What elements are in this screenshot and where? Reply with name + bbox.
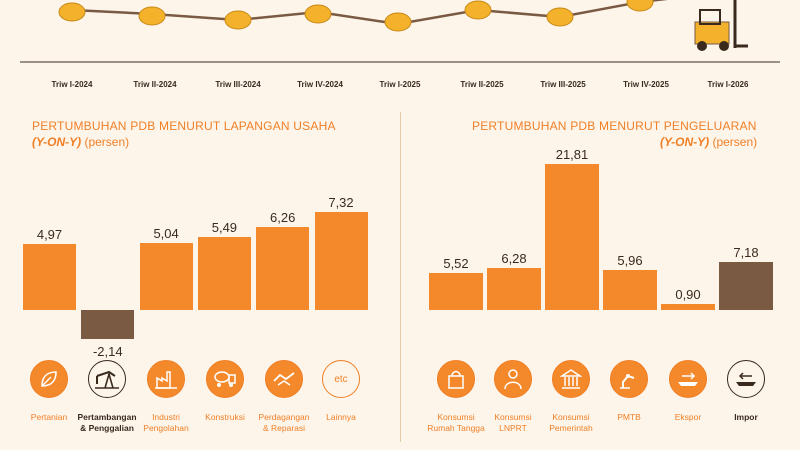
category-label: Impor	[711, 412, 781, 423]
category-label-line: Pemerintah	[549, 423, 593, 433]
import-ship-icon	[727, 360, 765, 398]
bar	[139, 242, 193, 310]
yoy-label: (Y-ON-Y)	[660, 135, 710, 149]
category-label-line: Perdagangan	[258, 412, 310, 422]
category-label: Pertambangan & Penggalian	[72, 412, 142, 434]
category-label-line: PMTB	[617, 412, 641, 422]
category-label-line: LNPRT	[499, 423, 527, 433]
unit-label: (persen)	[709, 135, 758, 149]
quarter-label: Triw I-2026	[707, 80, 749, 89]
value-label: 6,26	[270, 209, 296, 225]
value-label: 7,18	[733, 244, 759, 260]
category-label-line: Pengolahan	[143, 423, 189, 433]
quarter-label: Triw I-2025	[379, 80, 421, 89]
category-label-line: Konsumsi	[437, 412, 475, 422]
category-label: Konsumsi Rumah Tangga	[421, 412, 491, 434]
timeline-coins-graphic	[20, 0, 780, 63]
bar	[197, 236, 251, 310]
category-label-line: Konstruksi	[205, 412, 245, 422]
cement-truck-icon	[206, 360, 244, 398]
category-label: Konsumsi LNPRT	[478, 412, 548, 434]
category-label: Industri Pengolahan	[131, 412, 201, 434]
quarter-label: Triw II-2024	[133, 80, 177, 89]
category-label-line: Rumah Tangga	[427, 423, 485, 433]
bar	[81, 310, 135, 339]
category-label: Konsumsi Pemerintah	[536, 412, 606, 434]
factory-icon	[147, 360, 185, 398]
category-label-line: Impor	[734, 412, 758, 422]
quarter-label: Triw II-2025	[460, 80, 504, 89]
category-label: Pertanian	[14, 412, 84, 423]
coin-stack-icon	[58, 0, 654, 32]
category-label-line: Konsumsi	[494, 412, 532, 422]
bar	[314, 212, 368, 310]
category-label-line: Lainnya	[326, 412, 356, 422]
value-label: 21,81	[555, 147, 589, 163]
export-ship-icon	[669, 360, 707, 398]
quarter-label: Triw III-2024	[215, 80, 261, 89]
quarter-label: Triw III-2025	[540, 80, 586, 89]
value-label: 5,52	[443, 256, 469, 272]
category-label: PMTB	[594, 412, 664, 423]
category-label-line: Pertambangan	[77, 412, 137, 422]
value-label: 6,28	[501, 250, 527, 266]
value-label: 5,04	[153, 225, 179, 241]
quarter-label: Triw IV-2024	[297, 80, 343, 89]
category-label-line: Industri	[152, 412, 180, 422]
category-label: Ekspor	[653, 412, 723, 423]
category-label-line: & Penggalian	[80, 423, 134, 433]
etc-icon: etc	[322, 360, 360, 398]
forklift-icon	[694, 0, 748, 51]
shopping-bag-icon	[437, 360, 475, 398]
category-label-line: Ekspor	[674, 412, 702, 422]
quarter-label: Triw IV-2025	[623, 80, 669, 89]
value-label: 7,32	[328, 195, 354, 211]
right-panel-subtitle: (Y-ON-Y) (persen)	[660, 135, 757, 149]
value-label: 5,96	[617, 253, 643, 269]
bar	[603, 270, 657, 310]
category-label: Konstruksi	[190, 412, 260, 423]
category-label: Lainnya	[306, 412, 376, 423]
value-label: 5,49	[211, 219, 238, 235]
panel-divider	[400, 112, 401, 442]
bar	[429, 273, 483, 310]
value-label: 0,90	[675, 286, 701, 302]
handshake-icon	[265, 360, 303, 398]
left-panel-subtitle: (Y-ON-Y) (persen)	[32, 135, 129, 149]
category-label: Perdagangan & Reparasi	[249, 412, 319, 434]
robot-arm-icon	[610, 360, 648, 398]
unit-label: (persen)	[81, 135, 130, 149]
right-panel-title: PERTUMBUHAN PDB MENURUT PENGELUARAN	[472, 119, 757, 133]
timeline-strip: Triw I-2024 Triw II-2024 Triw III-2024 T…	[0, 0, 800, 100]
bar	[487, 267, 541, 310]
yoy-label: (Y-ON-Y)	[32, 135, 82, 149]
left-panel-title: PERTUMBUHAN PDB MENURUT LAPANGAN USAHA	[32, 119, 336, 133]
bar	[23, 243, 76, 310]
oil-pump-icon	[88, 360, 126, 398]
leaf-icon	[30, 360, 68, 398]
category-label-line: Pertanian	[30, 412, 68, 422]
bar	[661, 303, 715, 310]
bar	[545, 164, 599, 310]
bar	[256, 226, 310, 310]
value-label: 4,97	[36, 226, 63, 242]
bar	[719, 261, 773, 310]
person-icon	[494, 360, 532, 398]
category-label-line: Konsumsi	[552, 412, 590, 422]
government-building-icon	[552, 360, 590, 398]
category-label-line: & Reparasi	[262, 423, 306, 433]
quarter-label: Triw I-2024	[51, 80, 93, 89]
value-label: -2,14	[92, 343, 123, 359]
